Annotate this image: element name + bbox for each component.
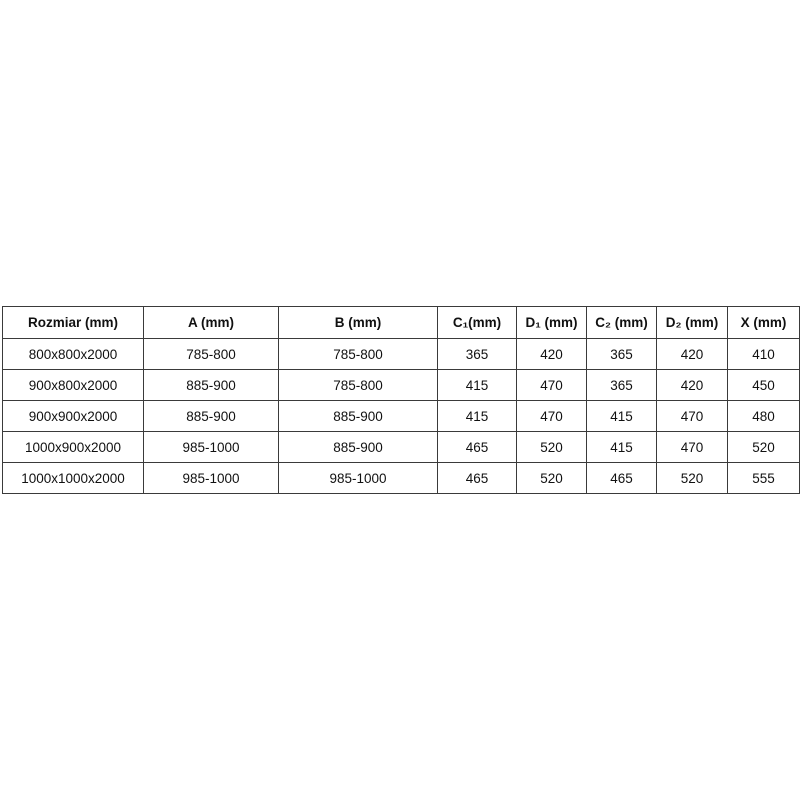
table-cell: 785-800 [278,338,438,370]
table-cell: 885-900 [278,400,438,432]
table-cell: 555 [727,462,800,494]
table-row: 900x800x2000 885-900 785-800 415 470 365 420 45… [2,369,800,401]
table-cell: 415 [586,400,657,432]
table-cell: 465 [437,431,517,463]
table-cell: 420 [656,338,728,370]
table-cell: 470 [516,400,587,432]
table-cell: 365 [437,338,517,370]
table-cell: 885-900 [278,431,438,463]
column-header: D₁ (mm) [516,306,587,339]
table-row: 1000x1000x2000 985-1000 985-1000 465 520 465 5… [2,462,800,494]
column-header: B (mm) [278,306,438,339]
table-cell: 420 [516,338,587,370]
column-header: C₂ (mm) [586,306,657,339]
dimensions-table: Rozmiar (mm) A (mm) B (mm) C₁(mm) D₁ (mm) C₂ … [2,306,800,494]
table-cell: 520 [516,431,587,463]
table-row: 800x800x2000 785-800 785-800 365 420 365 420 41… [2,338,800,370]
table-cell: 415 [586,431,657,463]
table-cell: 420 [656,369,728,401]
column-header: A (mm) [143,306,279,339]
table-cell: 480 [727,400,800,432]
table-cell: 465 [586,462,657,494]
table-cell: 785-800 [278,369,438,401]
table-cell: 885-900 [143,400,279,432]
table-cell: 985-1000 [143,431,279,463]
table-row: 900x900x2000 885-900 885-900 415 470 415 470 48… [2,400,800,432]
table-cell: 365 [586,338,657,370]
table-cell: 900x800x2000 [2,369,144,401]
column-header: C₁(mm) [437,306,517,339]
table-cell: 415 [437,369,517,401]
table-cell: 985-1000 [278,462,438,494]
column-header: D₂ (mm) [656,306,728,339]
column-header: X (mm) [727,306,800,339]
table-cell: 885-900 [143,369,279,401]
table-cell: 520 [656,462,728,494]
table-cell: 900x900x2000 [2,400,144,432]
table-cell: 410 [727,338,800,370]
table-cell: 985-1000 [143,462,279,494]
table-cell: 365 [586,369,657,401]
table-cell: 450 [727,369,800,401]
table-cell: 520 [727,431,800,463]
table-cell: 415 [437,400,517,432]
table-cell: 470 [516,369,587,401]
table-cell: 1000x1000x2000 [2,462,144,494]
table-cell: 470 [656,400,728,432]
table-row: 1000x900x2000 985-1000 885-900 465 520 415 470… [2,431,800,463]
table-cell: 465 [437,462,517,494]
table-cell: 800x800x2000 [2,338,144,370]
table-cell: 1000x900x2000 [2,431,144,463]
header-row: Rozmiar (mm) A (mm) B (mm) C₁(mm) D₁ (mm) C₂ … [2,306,800,339]
table-cell: 470 [656,431,728,463]
column-header: Rozmiar (mm) [2,306,144,339]
table-cell: 785-800 [143,338,279,370]
table-cell: 520 [516,462,587,494]
